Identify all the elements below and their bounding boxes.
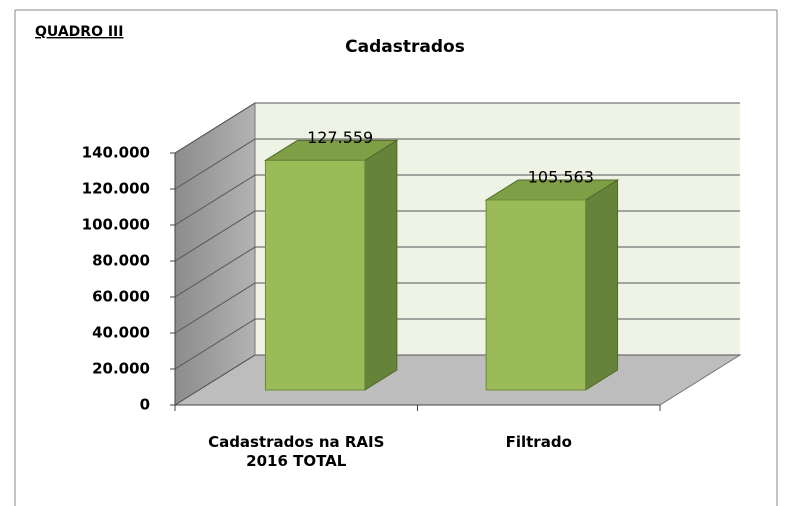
- bar-side: [585, 179, 619, 391]
- bar: [264, 159, 366, 391]
- value-label: 105.563: [528, 167, 594, 186]
- y-tick-label: 120.000: [82, 180, 150, 198]
- bar: [485, 199, 587, 391]
- floor: [173, 354, 742, 406]
- x-tick-label: Filtrado: [505, 433, 572, 451]
- chart-title: Cadastrados: [345, 37, 465, 57]
- y-tick-label: 40.000: [92, 324, 150, 342]
- y-tick-label: 20.000: [92, 360, 150, 378]
- value-label: 127.559: [307, 128, 373, 147]
- grid-line: [174, 210, 256, 262]
- y-tick-label: 0: [140, 396, 150, 414]
- grid-line: [174, 246, 256, 298]
- grid-line: [174, 138, 256, 190]
- y-tick-label: 80.000: [92, 252, 150, 270]
- grid-line: [174, 102, 256, 154]
- annotation: QUADRO III: [35, 24, 123, 40]
- grid-line: [174, 282, 256, 334]
- grid-line: [174, 318, 256, 370]
- grid-line: [174, 354, 256, 406]
- x-tick-label: Cadastrados na RAIS 2016 TOTAL: [208, 433, 385, 470]
- y-tick-label: 100.000: [82, 216, 150, 234]
- y-tick-label: 60.000: [92, 288, 150, 306]
- grid-line: [174, 174, 256, 226]
- bar-side: [364, 139, 398, 391]
- y-tick-label: 140.000: [82, 144, 150, 162]
